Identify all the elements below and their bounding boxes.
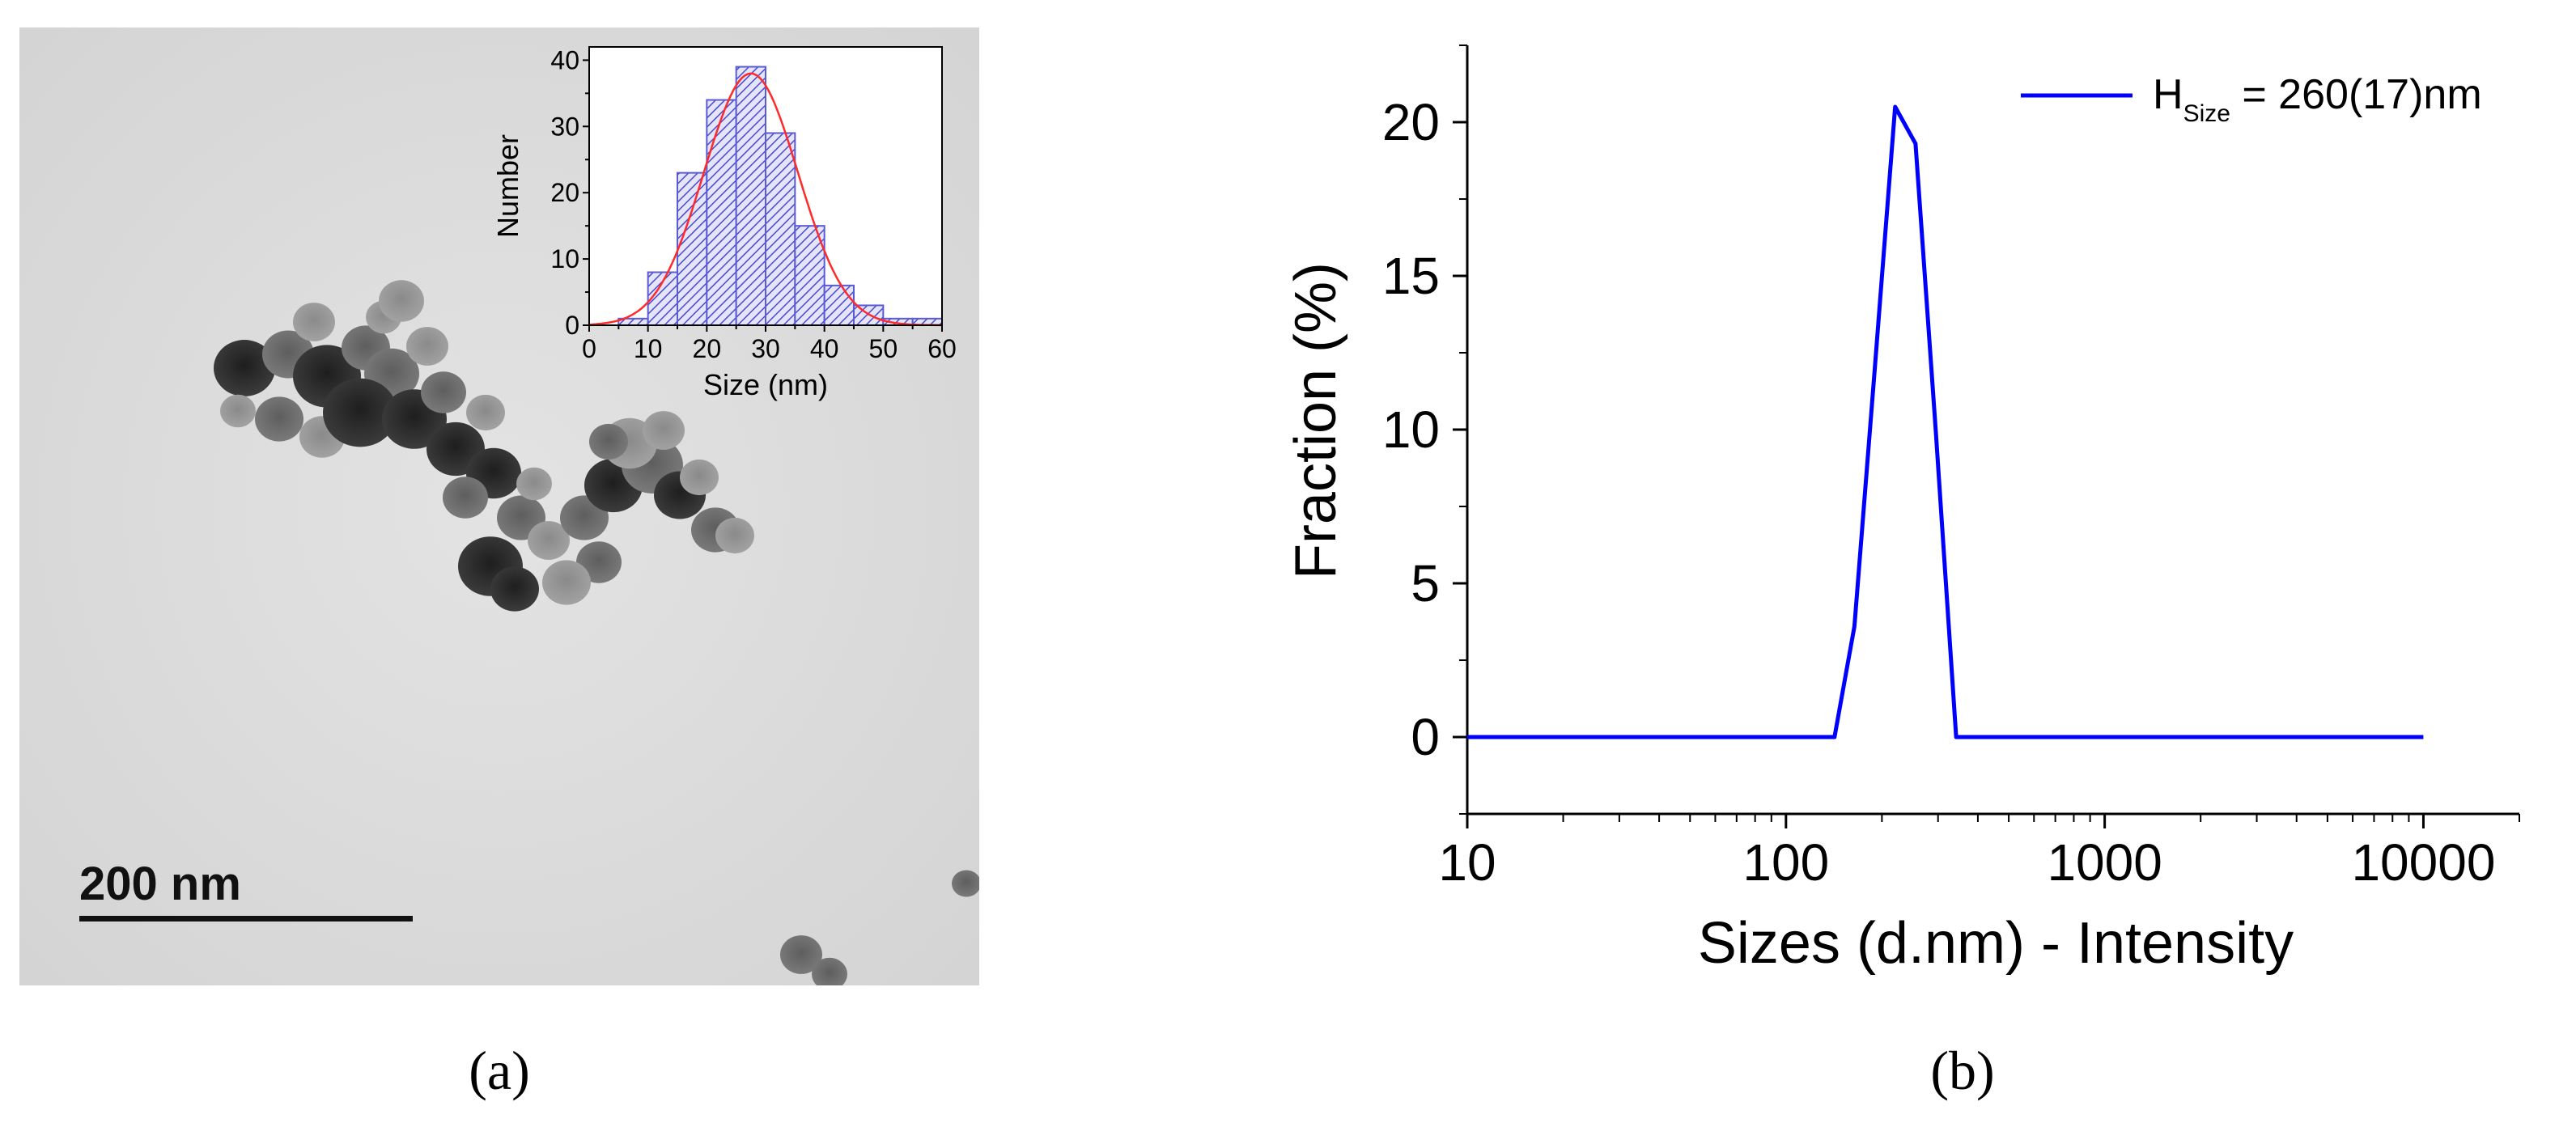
- histogram-bar-6: [794, 225, 825, 326]
- nanoparticle: [715, 517, 754, 554]
- nanoparticle: [812, 957, 847, 985]
- nanoparticle-aggregate: [214, 280, 979, 985]
- inset-y-axis-label: Number: [491, 134, 524, 238]
- scale-bar: 200 nm: [79, 858, 413, 922]
- inset-x-axis-label: Size (nm): [703, 368, 828, 401]
- nanoparticle: [542, 560, 591, 605]
- inset-x-tick-label: 20: [693, 334, 722, 363]
- gaussian-fit-curve: [588, 72, 942, 327]
- histogram-bar-8: [853, 304, 885, 326]
- nanoparticle: [528, 521, 570, 560]
- legend-entry: HSize = 260(17)nm: [2153, 71, 2482, 127]
- histogram-bar-7: [823, 284, 855, 327]
- dls-x-ticks: 10 100 1000 10000: [1438, 814, 2520, 892]
- inset-histogram: 0 10 20 30 40 50 60 0 10 20 30 40 Size (nm) Number: [491, 45, 957, 401]
- nanoparticle: [214, 340, 275, 396]
- dls-chart: 10 100 1000 10000 0 5 10 15 20 HSize = 260(17)n…: [1284, 44, 2520, 976]
- inset-x-tick-label: 40: [810, 334, 839, 363]
- nanoparticle: [379, 280, 424, 322]
- dls-y-tick-label: 15: [1382, 247, 1440, 305]
- histogram-bar-3: [706, 99, 737, 327]
- inset-y-tick-label: 0: [565, 311, 579, 340]
- dls-x-tick-label: 100: [1742, 833, 1829, 892]
- nanoparticle: [293, 303, 335, 341]
- scale-bar-label: 200 nm: [79, 858, 241, 910]
- nanoparticle: [406, 327, 448, 366]
- inset-x-ticks: 0 10 20 30 40 50 60: [582, 325, 957, 363]
- dls-x-axis-label: Sizes (d.nm) - Intensity: [1698, 911, 2294, 976]
- nanoparticle: [490, 566, 539, 612]
- panel-a-label: (a): [469, 1040, 529, 1101]
- inset-x-tick-label: 10: [634, 334, 663, 363]
- inset-y-ticks: 0 10 20 30 40: [550, 45, 589, 340]
- nanoparticle: [323, 378, 397, 447]
- nanoparticle: [466, 394, 505, 431]
- inset-x-tick-label: 60: [927, 334, 957, 363]
- dls-x-tick-label: 10000: [2351, 833, 2495, 892]
- dls-x-tick-label: 1000: [2047, 833, 2162, 892]
- inset-x-tick-label: 30: [751, 334, 780, 363]
- inset-x-tick-label: 0: [582, 334, 596, 363]
- histogram-bar-2: [677, 172, 708, 326]
- dls-legend: HSize = 260(17)nm: [2021, 71, 2482, 127]
- scale-bar-line: [79, 916, 413, 922]
- nanoparticle: [643, 411, 685, 450]
- inset-y-tick-label: 30: [550, 112, 579, 141]
- panel-b-label: (b): [1930, 1040, 1994, 1101]
- inset-y-tick-label: 20: [550, 178, 579, 207]
- dls-x-tick-label: 10: [1438, 833, 1496, 892]
- inset-y-tick-label: 40: [550, 45, 579, 74]
- dls-series-line: [1467, 104, 2424, 739]
- nanoparticle: [421, 371, 466, 413]
- histogram-bar-4: [735, 66, 767, 326]
- nanoparticle: [952, 870, 979, 897]
- nanoparticle: [220, 394, 256, 428]
- inset-y-tick-label: 10: [550, 244, 579, 273]
- dls-y-tick-label: 0: [1411, 708, 1440, 766]
- nanoparticle: [680, 459, 719, 496]
- inset-x-tick-label: 50: [869, 334, 898, 363]
- dls-y-axis-label: Fraction (%): [1284, 262, 1348, 579]
- nanoparticle: [589, 423, 628, 460]
- nanoparticle: [780, 935, 822, 974]
- nanoparticle: [516, 467, 552, 501]
- nanoparticle: [255, 396, 303, 442]
- dls-y-tick-label: 5: [1411, 554, 1440, 612]
- dls-y-tick-label: 20: [1382, 93, 1440, 151]
- dls-y-ticks: 0 5 10 15 20: [1382, 44, 1467, 815]
- dls-axes: [1466, 45, 2519, 816]
- nanoparticle: [443, 477, 488, 519]
- dls-y-tick-label: 10: [1382, 400, 1440, 459]
- histogram-bar-5: [765, 132, 796, 326]
